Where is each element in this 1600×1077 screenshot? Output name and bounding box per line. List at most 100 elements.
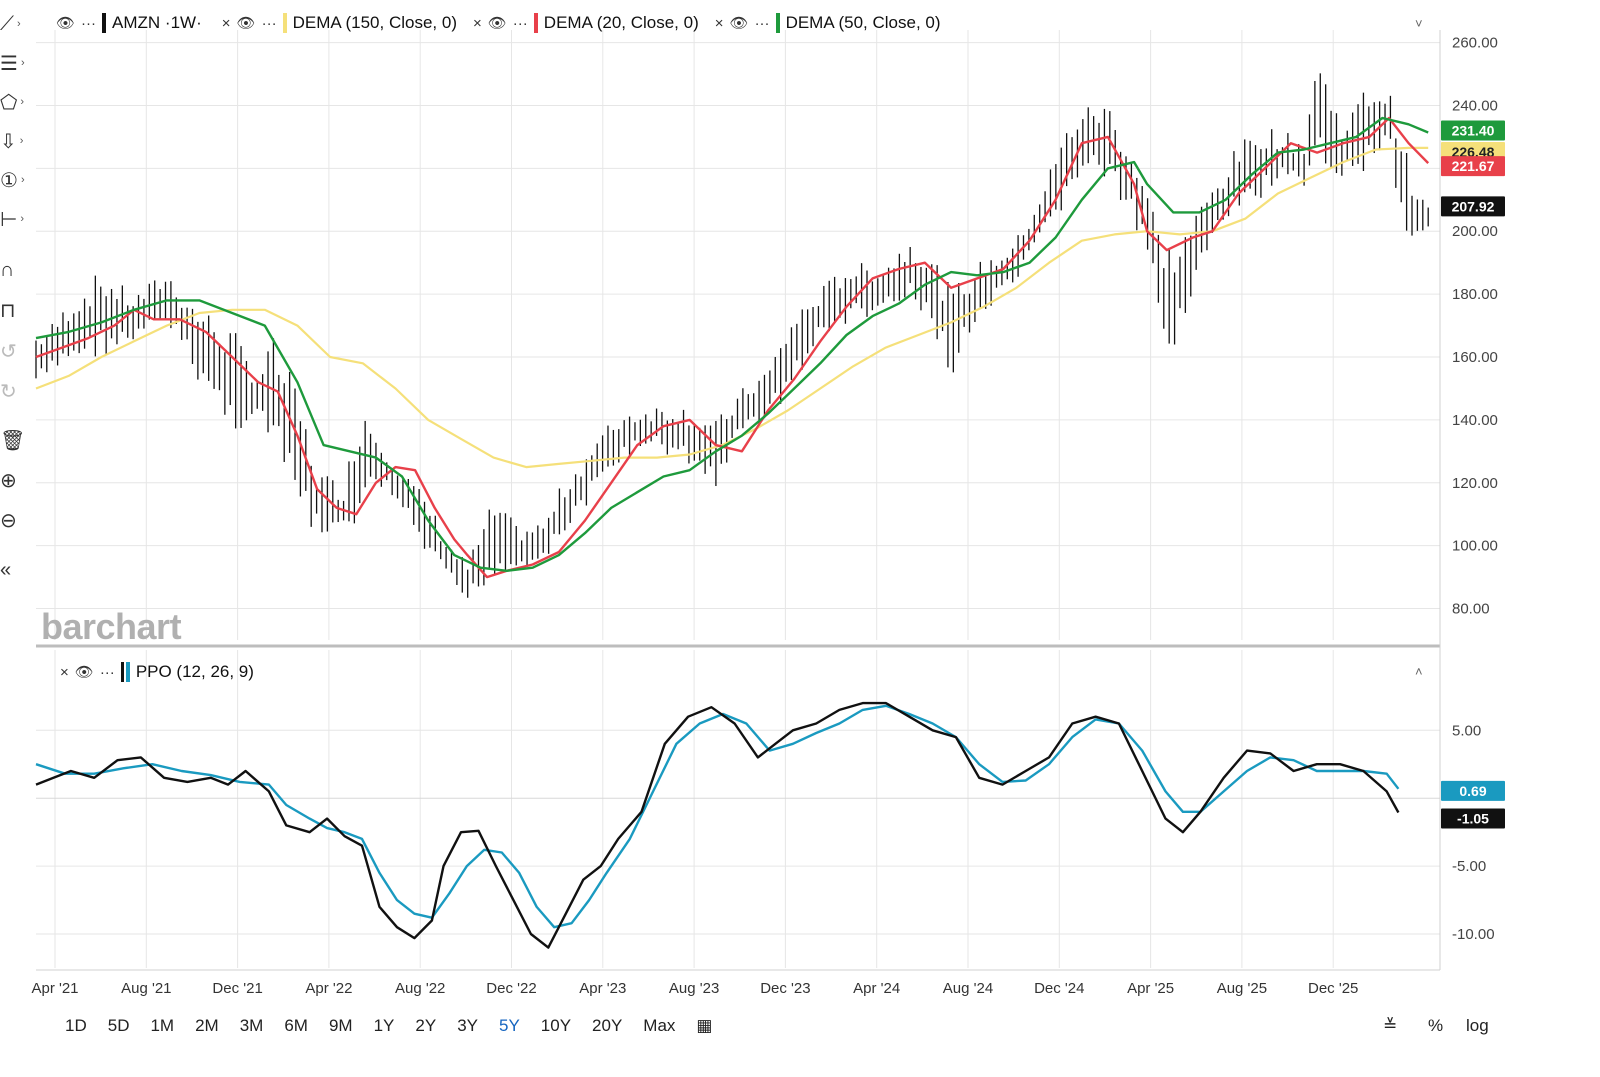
shapes-tool[interactable]: ⬠ › <box>0 88 34 116</box>
zoom-out-tool[interactable]: ⊖ <box>0 506 34 534</box>
legend-label: PPO (12, 26, 9) <box>135 662 254 681</box>
series-line <box>35 116 1429 572</box>
x-tick-label: Apr '21 <box>31 980 78 997</box>
number-marker-icon: ① <box>0 169 18 192</box>
undo-tool[interactable]: ↺ <box>0 337 34 365</box>
timeframe-6m[interactable]: 6M <box>284 1016 308 1035</box>
value-badge: 0.69 <box>1441 780 1505 801</box>
x-tick-label: Aug '22 <box>395 980 445 997</box>
legend-item-dema150[interactable]: DEMA (150, Close, 0) <box>282 13 457 33</box>
redo-tool[interactable]: ↻ <box>0 377 34 405</box>
legend-item-dema50[interactable]: DEMA (50, Close, 0) <box>775 13 941 33</box>
arrow-marker-tool[interactable]: ⇩ › <box>0 127 34 155</box>
magnet-tool[interactable]: ∩ <box>0 256 34 284</box>
ppo-series-line <box>35 704 1400 929</box>
close-button[interactable]: × <box>714 14 724 32</box>
eye-icon[interactable]: 👁 <box>74 664 94 681</box>
x-tick-label: Aug '25 <box>1217 980 1267 997</box>
y-tick-label: -10.00 <box>1452 926 1495 943</box>
timeframe-1d[interactable]: 1D <box>65 1016 87 1035</box>
svg-text:0.69: 0.69 <box>1459 783 1486 799</box>
close-button[interactable]: × <box>472 14 482 32</box>
collapse-ppo-pane-button[interactable]: ˄ <box>1415 664 1423 679</box>
y-tick-label: 80.00 <box>1452 601 1490 618</box>
expand-icon: › <box>17 18 21 30</box>
y-tick-label: 200.00 <box>1452 223 1498 240</box>
undo-icon: ↺ <box>0 340 17 363</box>
main-gridlines <box>36 30 1440 640</box>
fib-levels-tool[interactable]: ☰ › <box>0 49 34 77</box>
y-tick-label: 240.00 <box>1452 97 1498 114</box>
x-tick-label: Dec '24 <box>1034 980 1084 997</box>
x-tick-label: Dec '25 <box>1308 980 1358 997</box>
eye-icon[interactable]: 👁 <box>729 15 749 32</box>
timeframe-3y[interactable]: 3Y <box>457 1016 478 1035</box>
y-tick-label: -5.00 <box>1452 858 1486 875</box>
timeframe-2m[interactable]: 2M <box>195 1016 219 1035</box>
svg-text:-1.05: -1.05 <box>1457 810 1489 826</box>
time-axis-labels: Apr '21 Aug '21 Dec '21 Apr '22 Aug '22 Dec '… <box>31 980 1358 997</box>
timeframe-5y[interactable]: 5Y <box>498 1016 520 1035</box>
collapse-main-pane-button[interactable]: ˅ <box>1415 16 1423 31</box>
timeframe-1m[interactable]: 1M <box>150 1016 175 1035</box>
legend-swatch <box>775 13 780 33</box>
arrow-marker-icon: ⇩ <box>0 130 17 153</box>
ppo-gridlines <box>36 650 1440 968</box>
value-badge: 207.92 <box>1441 196 1505 217</box>
legend-label: DEMA (150, Close, 0) <box>292 13 457 32</box>
eye-icon[interactable]: 👁 <box>236 15 256 32</box>
legend-label: DEMA (20, Close, 0) <box>543 13 699 32</box>
measure-icon: ⊢ <box>0 208 18 231</box>
more-button[interactable]: ··· <box>99 663 115 681</box>
more-button[interactable]: ··· <box>754 14 770 32</box>
svg-text:231.40: 231.40 <box>1452 123 1495 139</box>
timeframe-1y[interactable]: 1Y <box>373 1016 395 1035</box>
series-line <box>35 116 1430 579</box>
trash-tool[interactable]: 🗑 <box>0 426 34 454</box>
eye-icon[interactable]: 👁 <box>56 15 76 32</box>
timeframe-5d[interactable]: 5D <box>107 1016 130 1035</box>
trash-icon: 🗑 <box>0 429 26 452</box>
svg-text:221.67: 221.67 <box>1452 158 1495 174</box>
expand-button[interactable]: ≚ <box>1383 1016 1398 1035</box>
calendar-icon[interactable]: ▦ <box>696 1016 713 1035</box>
timeframe-bar: 1D 5D 1M 2M 3M 6M 9M 1Y 2Y 3Y 5Y 10Y 20Y Max ▦ <box>55 1016 723 1036</box>
timeframe-9m[interactable]: 9M <box>328 1016 353 1035</box>
timeframe-10y[interactable]: 10Y <box>540 1016 572 1035</box>
x-tick-label: Dec '22 <box>486 980 536 997</box>
timeframe-2y[interactable]: 2Y <box>415 1016 437 1035</box>
more-button[interactable]: ··· <box>261 14 277 32</box>
y-tick-label: 140.00 <box>1452 412 1498 429</box>
collapse-toolbar-tool[interactable]: « <box>0 556 34 584</box>
eye-icon[interactable]: 👁 <box>487 15 507 32</box>
legend-item-dema20[interactable]: DEMA (20, Close, 0) <box>533 13 699 33</box>
legend-item-ppo[interactable]: PPO (12, 26, 9) <box>120 662 254 682</box>
timeframe-20y[interactable]: 20Y <box>592 1016 623 1035</box>
measure-tool[interactable]: ⊢ › <box>0 205 34 233</box>
expand-icon: › <box>20 213 25 225</box>
log-scale-button[interactable]: log <box>1466 1016 1489 1035</box>
close-button[interactable]: × <box>60 663 69 681</box>
more-button[interactable]: ··· <box>81 14 97 32</box>
y-tick-label: 120.00 <box>1452 475 1498 492</box>
lock-tool[interactable]: ⊓ <box>0 296 34 324</box>
trend-line-icon: ⟋ <box>0 12 14 35</box>
legend-item-amzn[interactable]: AMZN ·1W· <box>102 13 202 33</box>
close-button[interactable]: × <box>221 14 231 32</box>
more-button[interactable]: ··· <box>512 14 528 32</box>
redo-icon: ↻ <box>0 380 17 403</box>
value-badge: -1.05 <box>1441 808 1505 829</box>
y-tick-label: 160.00 <box>1452 349 1498 366</box>
main-legend: 👁 ··· AMZN ·1W· × 👁 ··· DEMA (150, Close… <box>56 13 941 33</box>
trend-line-tool[interactable]: ⟋ › <box>0 10 34 38</box>
x-tick-label: Aug '21 <box>121 980 171 997</box>
y-tick-label: 260.00 <box>1452 35 1498 52</box>
number-marker-tool[interactable]: ① › <box>0 166 34 194</box>
zoom-in-tool[interactable]: ⊕ <box>0 466 34 494</box>
value-badge: 221.67 <box>1441 156 1505 177</box>
x-tick-label: Apr '24 <box>853 980 900 997</box>
timeframe-3m[interactable]: 3M <box>239 1016 264 1035</box>
timeframe-max[interactable]: Max <box>643 1016 676 1035</box>
percent-scale-button[interactable]: % <box>1428 1016 1444 1035</box>
